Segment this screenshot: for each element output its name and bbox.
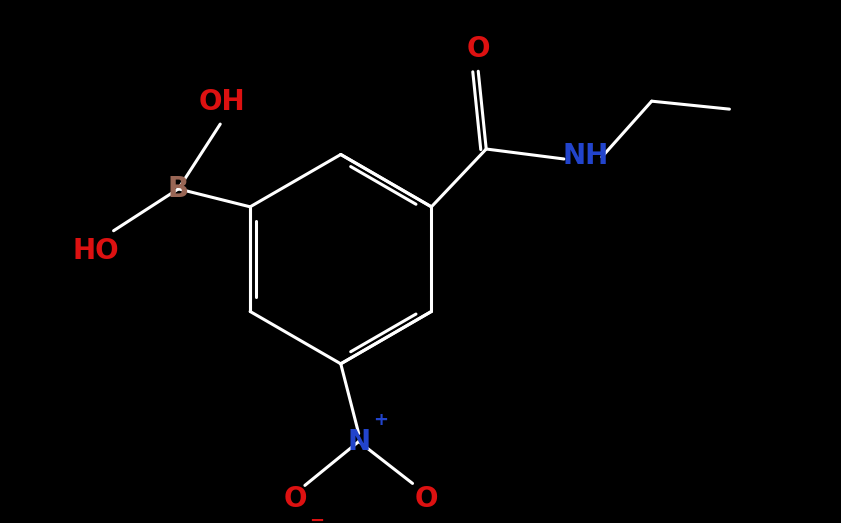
Text: NH: NH: [563, 142, 609, 170]
Text: N: N: [347, 427, 370, 456]
Text: HO: HO: [72, 237, 119, 265]
Text: OH: OH: [199, 88, 246, 116]
Text: +: +: [373, 411, 389, 429]
Text: O: O: [283, 485, 307, 514]
Text: O: O: [467, 36, 490, 63]
Text: −: −: [309, 513, 325, 523]
Text: O: O: [415, 485, 438, 514]
Text: B: B: [168, 175, 189, 203]
